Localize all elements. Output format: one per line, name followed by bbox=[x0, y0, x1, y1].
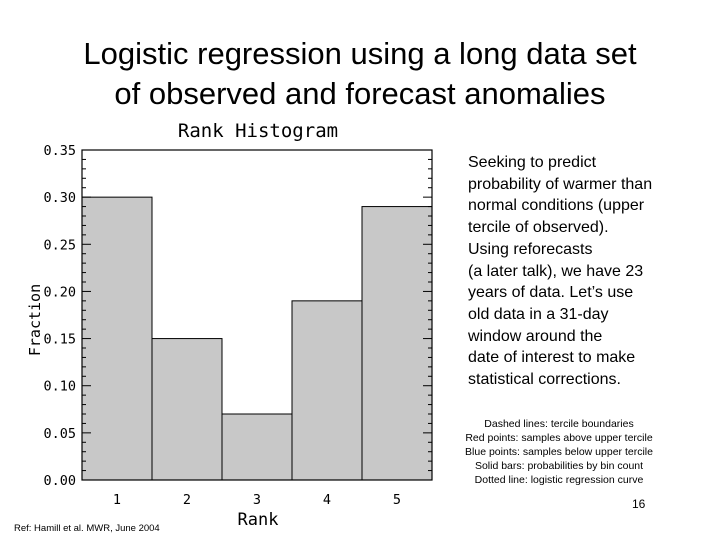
reference-citation: Ref: Hamill et al. MWR, June 2004 bbox=[14, 523, 160, 534]
legend-note: Dotted line: logistic regression curve bbox=[474, 474, 644, 486]
legend-note: Dashed lines: tercile boundaries bbox=[484, 418, 634, 430]
slide-title: Logistic regression using a long data se… bbox=[0, 34, 720, 114]
histogram-bar bbox=[221, 413, 293, 481]
y-tick-label: 0.00 bbox=[43, 473, 76, 489]
y-tick-label: 0.20 bbox=[43, 284, 76, 300]
chart-title: Rank Histogram bbox=[178, 120, 338, 142]
description-line: date of interest to make bbox=[468, 349, 636, 367]
y-tick-label: 0.15 bbox=[43, 332, 76, 348]
description-line: (a later talk), we have 23 bbox=[468, 262, 644, 280]
description-line: Seeking to predict bbox=[468, 154, 597, 171]
x-tick-label: 5 bbox=[393, 492, 401, 508]
histogram-bar bbox=[151, 338, 223, 481]
description-line: old data in a 31-day bbox=[468, 305, 609, 323]
x-tick-label: 1 bbox=[113, 492, 121, 508]
y-tick-label: 0.30 bbox=[43, 190, 76, 206]
slide-title-line-2: of observed and forecast anomalies bbox=[114, 76, 606, 111]
description-line: normal conditions (upper bbox=[468, 197, 645, 215]
y-tick-label: 0.10 bbox=[43, 379, 76, 395]
legend-note: Solid bars: probabilities by bin count bbox=[474, 460, 644, 472]
description-line: years of data. Let’s use bbox=[468, 284, 634, 302]
y-axis-label: Fraction bbox=[26, 284, 44, 356]
description-line: probability of warmer than bbox=[468, 175, 653, 193]
description-line: statistical corrections. bbox=[468, 371, 621, 389]
x-tick-label: 4 bbox=[323, 492, 331, 508]
plot-frame bbox=[81, 149, 433, 481]
description-text: Seeking to predict probability of warmer… bbox=[468, 152, 713, 391]
legend-note: Red points: samples above upper tercile bbox=[465, 432, 653, 444]
y-tick-label: 0.05 bbox=[43, 426, 76, 442]
description-line: Using reforecasts bbox=[468, 240, 593, 258]
description-line: window around the bbox=[468, 327, 603, 345]
x-tick-label: 2 bbox=[183, 492, 191, 508]
histogram-bar bbox=[81, 196, 153, 481]
description-line: tercile of observed). bbox=[468, 219, 609, 237]
legend-note: Blue points: samples below upper tercile bbox=[465, 446, 653, 458]
y-tick-label: 0.35 bbox=[43, 143, 76, 159]
page-number: 16 bbox=[632, 497, 646, 511]
x-axis-label: Rank bbox=[238, 510, 279, 530]
histogram-bar bbox=[361, 206, 433, 481]
y-tick-label: 0.25 bbox=[43, 237, 76, 253]
rank-histogram-chart: 0.00 0.05 0.10 0.15 0.20 0.25 0.30 0.35 1 2 3 4 5 Ran… bbox=[26, 120, 433, 530]
slide-title-line-1: Logistic regression using a long data se… bbox=[83, 36, 637, 71]
x-tick-label: 3 bbox=[253, 492, 261, 508]
figure-legend-notes: Dashed lines: tercile boundaries Red poi… bbox=[448, 417, 670, 487]
histogram-bar bbox=[291, 300, 363, 481]
